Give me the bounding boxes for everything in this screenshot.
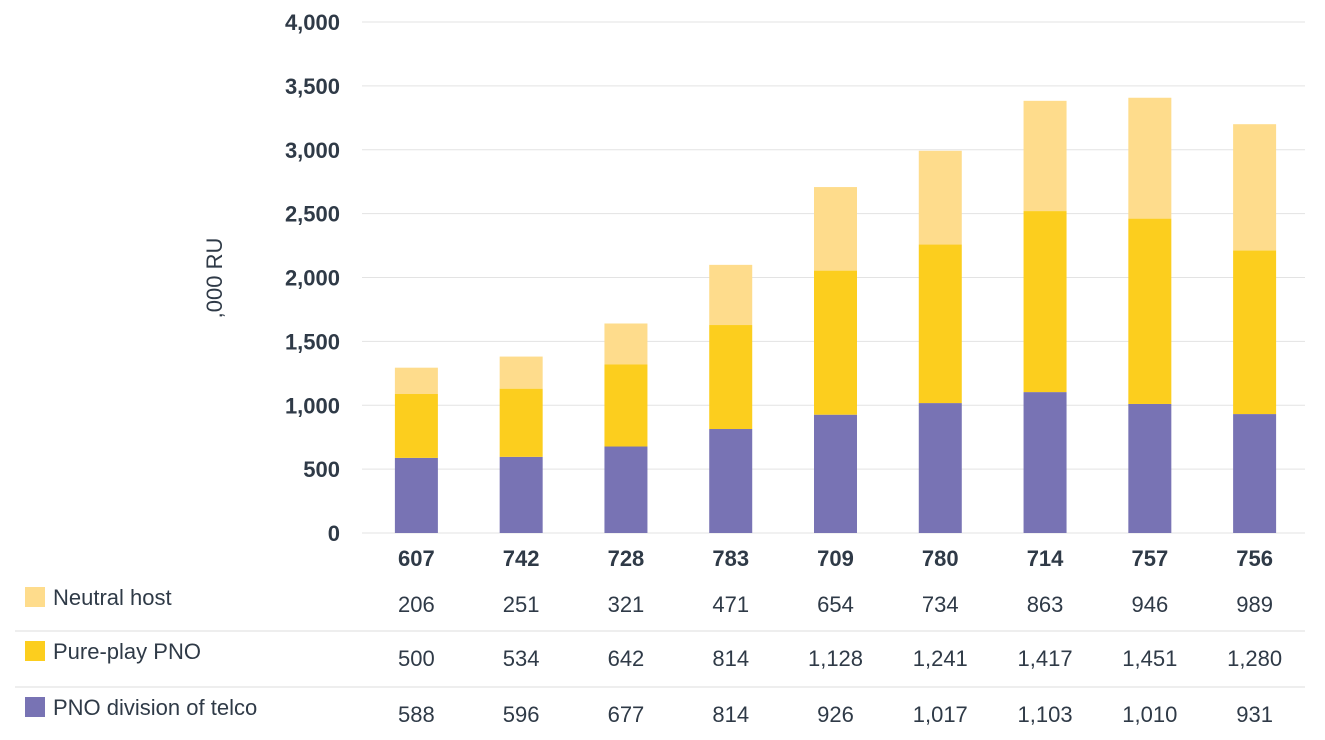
data-table: Neutral host 206 251 321 471 654 734 863 946 989 P… <box>15 585 1305 727</box>
bar-neutral-host-1 <box>499 356 543 389</box>
data-label-pure-play-pno: 1,417 <box>1018 646 1073 671</box>
bar-pure-play-pno-3 <box>709 325 753 430</box>
category-label: 714 <box>1027 546 1064 571</box>
data-label-pno-division-of-telco: 1,017 <box>913 702 968 727</box>
y-tick-label: 0 <box>328 521 340 546</box>
bar-pno-division-of-telco-2 <box>604 446 648 533</box>
y-tick-label: 1,000 <box>285 393 340 418</box>
category-labels: 607 742 728 783 709 780 714 757 756 <box>398 546 1273 571</box>
data-label-pno-division-of-telco: 588 <box>398 702 435 727</box>
data-label-neutral-host: 471 <box>712 592 749 617</box>
bar-neutral-host-2 <box>604 323 648 365</box>
data-label-neutral-host: 989 <box>1236 592 1273 617</box>
data-label-pno-division-of-telco: 1,010 <box>1122 702 1177 727</box>
data-label-neutral-host: 734 <box>922 592 959 617</box>
category-label: 756 <box>1236 546 1273 571</box>
bar-neutral-host-7 <box>1128 97 1172 219</box>
legend-label-pure-play-pno: Pure-play PNO <box>53 639 201 664</box>
y-tick-label: 2,500 <box>285 202 340 227</box>
category-label: 607 <box>398 546 435 571</box>
data-label-pure-play-pno: 1,241 <box>913 646 968 671</box>
bar-pure-play-pno-0 <box>394 394 438 458</box>
data-label-neutral-host: 863 <box>1027 592 1064 617</box>
category-label: 742 <box>503 546 540 571</box>
y-tick-label: 2,000 <box>285 266 340 291</box>
y-tick-label: 500 <box>303 457 340 482</box>
y-tick-label: 3,000 <box>285 138 340 163</box>
bar-pno-division-of-telco-0 <box>394 457 438 533</box>
category-label: 783 <box>712 546 749 571</box>
bar-pno-division-of-telco-8 <box>1233 414 1277 533</box>
data-label-neutral-host: 321 <box>608 592 645 617</box>
data-label-neutral-host: 946 <box>1131 592 1168 617</box>
y-tick-label: 4,000 <box>285 10 340 35</box>
category-label: 709 <box>817 546 854 571</box>
data-label-neutral-host: 251 <box>503 592 540 617</box>
data-label-neutral-host: 654 <box>817 592 854 617</box>
data-label-pno-division-of-telco: 926 <box>817 702 854 727</box>
data-label-pno-division-of-telco: 1,103 <box>1018 702 1073 727</box>
legend-swatch-pno-division-of-telco <box>25 697 45 717</box>
bar-neutral-host-5 <box>918 150 962 245</box>
bar-pno-division-of-telco-1 <box>499 456 543 533</box>
bar-neutral-host-3 <box>709 264 753 326</box>
bar-pno-division-of-telco-7 <box>1128 403 1172 533</box>
legend-swatch-neutral-host <box>25 587 45 607</box>
data-label-pure-play-pno: 1,128 <box>808 646 863 671</box>
category-label: 780 <box>922 546 959 571</box>
bar-pure-play-pno-1 <box>499 388 543 457</box>
data-label-neutral-host: 206 <box>398 592 435 617</box>
data-label-pure-play-pno: 534 <box>503 646 540 671</box>
legend-label-pno-division-of-telco: PNO division of telco <box>53 695 257 720</box>
legend-swatch-pure-play-pno <box>25 641 45 661</box>
data-label-pno-division-of-telco: 814 <box>712 702 749 727</box>
bar-neutral-host-8 <box>1233 124 1277 251</box>
bar-pure-play-pno-2 <box>604 364 648 447</box>
bar-pure-play-pno-8 <box>1233 250 1277 415</box>
data-label-pure-play-pno: 1,280 <box>1227 646 1282 671</box>
bar-neutral-host-6 <box>1023 100 1067 212</box>
bar-pure-play-pno-6 <box>1023 211 1067 393</box>
bar-pure-play-pno-5 <box>918 244 962 404</box>
data-label-pure-play-pno: 642 <box>608 646 645 671</box>
legend-label-neutral-host: Neutral host <box>53 585 172 610</box>
category-label: 728 <box>608 546 645 571</box>
bar-pno-division-of-telco-5 <box>918 403 962 533</box>
bars <box>394 97 1277 533</box>
data-label-pure-play-pno: 1,451 <box>1122 646 1177 671</box>
y-tick-label: 1,500 <box>285 329 340 354</box>
bar-neutral-host-4 <box>814 187 857 271</box>
category-label: 757 <box>1131 546 1168 571</box>
data-label-pure-play-pno: 500 <box>398 646 435 671</box>
y-axis: 0 500 1,000 1,500 2,000 2,500 3,000 3,500 4,000 <box>285 10 340 546</box>
data-label-pure-play-pno: 814 <box>712 646 749 671</box>
y-axis-label: ,000 RU <box>202 238 227 319</box>
bar-pno-division-of-telco-4 <box>814 414 857 533</box>
data-label-pno-division-of-telco: 931 <box>1236 702 1273 727</box>
bar-pure-play-pno-4 <box>814 270 857 415</box>
data-label-pno-division-of-telco: 677 <box>608 702 645 727</box>
data-label-pno-division-of-telco: 596 <box>503 702 540 727</box>
bar-pno-division-of-telco-3 <box>709 429 753 533</box>
y-tick-label: 3,500 <box>285 74 340 99</box>
bar-neutral-host-0 <box>394 367 438 395</box>
bar-pno-division-of-telco-6 <box>1023 392 1067 533</box>
bar-pure-play-pno-7 <box>1128 218 1172 404</box>
